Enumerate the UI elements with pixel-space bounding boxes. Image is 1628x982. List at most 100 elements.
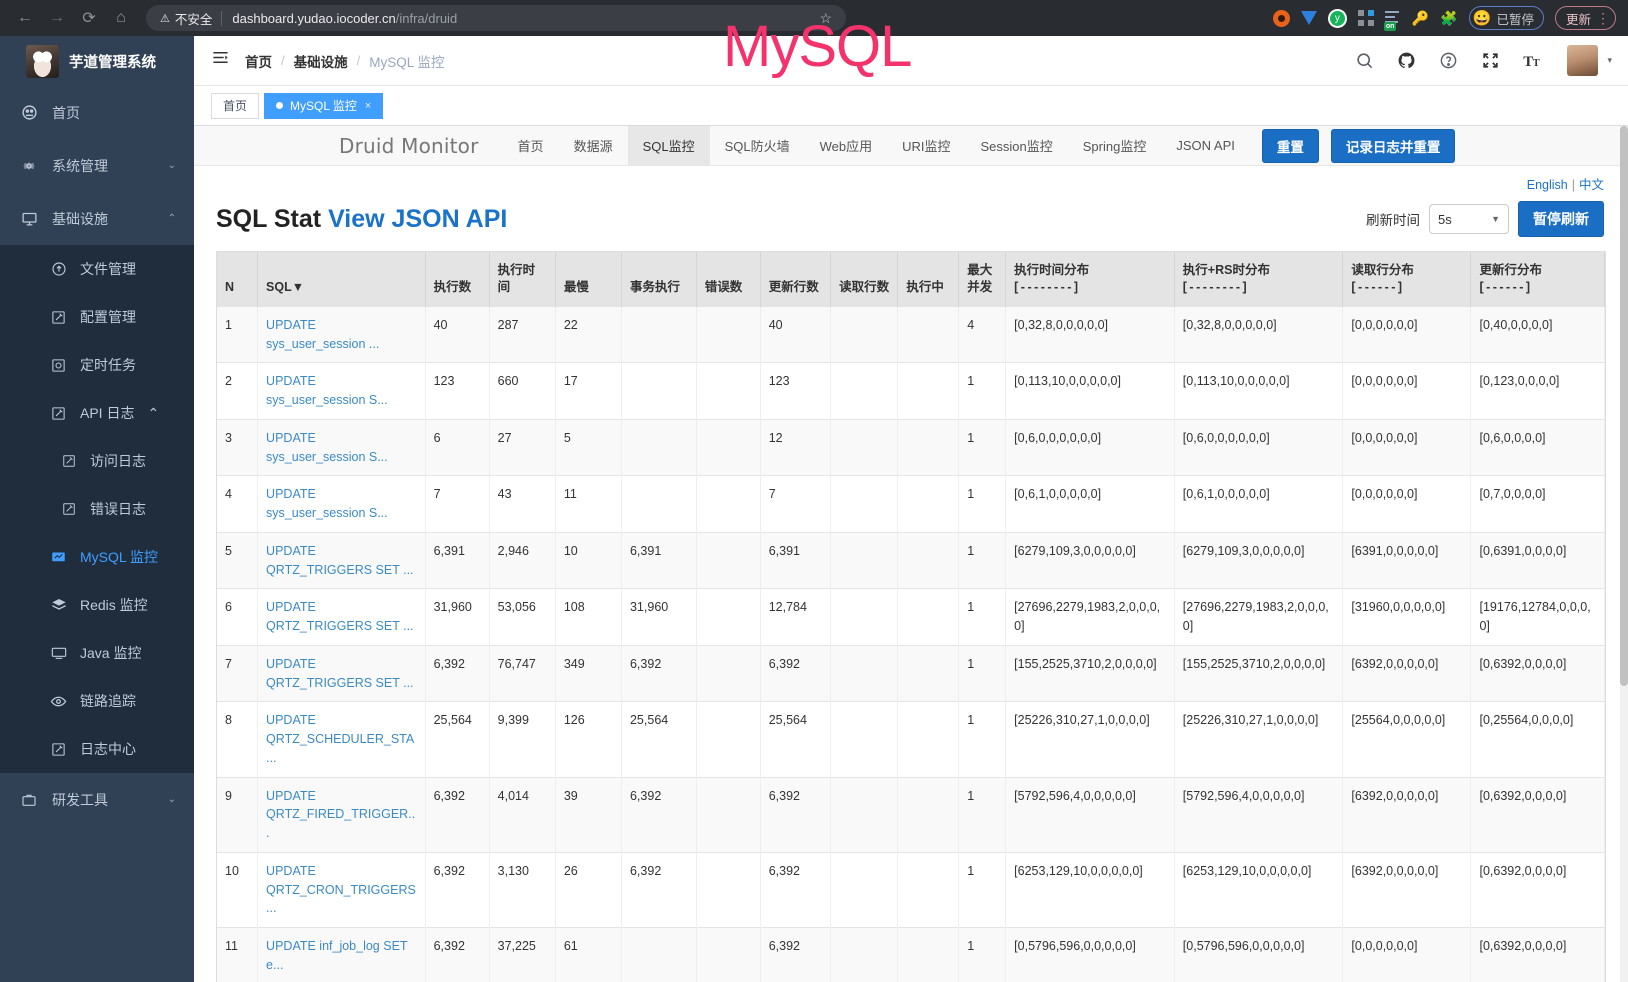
- sql-link[interactable]: UPDATE QRTZ_TRIGGERS SET ...: [266, 656, 414, 690]
- col-error-count[interactable]: 错误数: [696, 252, 761, 307]
- druid-nav-uri-monitor[interactable]: URI监控: [902, 139, 951, 154]
- col-exec-time-dist[interactable]: 执行时间分布 [ - - - - - - - - ]: [1005, 252, 1175, 307]
- sidebar-item-mysql-monitor[interactable]: MySQL 监控: [0, 533, 194, 581]
- sidebar-item-java-monitor[interactable]: Java 监控: [0, 629, 194, 677]
- extension-list-icon[interactable]: on: [1383, 10, 1401, 31]
- sidebar-item-log-center[interactable]: 日志中心: [0, 725, 194, 773]
- lang-chinese-link[interactable]: 中文: [1578, 178, 1604, 192]
- col-exec-count[interactable]: 执行数: [425, 252, 490, 307]
- fullscreen-icon[interactable]: [1481, 51, 1500, 70]
- page-scrollbar[interactable]: [1620, 126, 1628, 982]
- sidebar-item-trace[interactable]: 链路追踪: [0, 677, 194, 725]
- sql-link[interactable]: UPDATE QRTZ_CRON_TRIGGERS...: [266, 863, 416, 916]
- sidebar-item-api-log[interactable]: API 日志 ⌃: [0, 389, 194, 437]
- sidebar-item-infra[interactable]: 基础设施 ⌃: [0, 192, 194, 245]
- extensions-puzzle-icon[interactable]: 🧩: [1440, 9, 1458, 26]
- scrollbar-thumb[interactable]: [1620, 126, 1628, 686]
- cell-sql[interactable]: UPDATE QRTZ_SCHEDULER_STA...: [257, 701, 426, 777]
- col-n[interactable]: N: [217, 252, 259, 307]
- sidebar-item-scheduled-task[interactable]: 定时任务: [0, 341, 194, 389]
- chevron-down-icon[interactable]: ▾: [1607, 55, 1612, 65]
- view-json-api-link[interactable]: View JSON API: [328, 204, 508, 233]
- col-update-rows[interactable]: 更新行数: [760, 252, 832, 307]
- refresh-interval-select[interactable]: 5s ▼: [1429, 204, 1509, 234]
- github-icon[interactable]: [1397, 51, 1416, 70]
- col-running[interactable]: 执行中: [897, 252, 960, 307]
- sql-link[interactable]: UPDATE QRTZ_SCHEDULER_STA...: [266, 713, 415, 765]
- sql-link[interactable]: UPDATE QRTZ_TRIGGERS SET ...: [266, 543, 414, 577]
- kebab-menu-icon[interactable]: ⋮: [1596, 9, 1610, 26]
- lang-english-link[interactable]: English: [1526, 178, 1568, 192]
- col-exec-time[interactable]: 执行时间: [489, 252, 556, 307]
- druid-nav-web-app[interactable]: Web应用: [819, 139, 873, 154]
- sidebar-item-system[interactable]: 系统管理 ⌄: [0, 139, 194, 192]
- extension-orange-icon[interactable]: [1272, 9, 1290, 27]
- druid-nav-json-api[interactable]: JSON API: [1176, 138, 1235, 153]
- col-slowest[interactable]: 最慢: [555, 252, 622, 307]
- cell-sql[interactable]: UPDATE QRTZ_CRON_TRIGGERS...: [257, 851, 426, 928]
- back-arrow-icon[interactable]: ←: [17, 9, 33, 26]
- cell-sql[interactable]: UPDATE QRTZ_TRIGGERS SET ...: [257, 644, 426, 702]
- col-sql[interactable]: SQL▼: [257, 252, 426, 307]
- update-button[interactable]: 更新 ⋮: [1554, 6, 1616, 30]
- druid-nav-sql-firewall[interactable]: SQL防火墙: [724, 139, 790, 154]
- reload-icon[interactable]: ⟳: [82, 10, 96, 27]
- home-icon[interactable]: ⌂: [116, 9, 126, 26]
- druid-nav-home[interactable]: 首页: [517, 139, 544, 154]
- sidebar-item-redis-monitor[interactable]: Redis 监控: [0, 581, 194, 629]
- sql-link[interactable]: UPDATE sys_user_session ...: [266, 317, 380, 351]
- help-circle-icon[interactable]: [1439, 51, 1458, 70]
- sidebar-item-access-log[interactable]: 访问日志: [0, 437, 194, 485]
- cell-sql[interactable]: UPDATE sys_user_session S...: [257, 362, 426, 420]
- extension-grid-icon[interactable]: [1357, 10, 1374, 26]
- view-tab-home[interactable]: 首页: [211, 92, 260, 119]
- extension-diamond-icon[interactable]: [1300, 11, 1317, 25]
- extension-key-icon[interactable]: 🔑: [1411, 9, 1430, 26]
- address-bar[interactable]: ⚠ 不安全 dashboard.yudao.iocoder.cn/infra/d…: [146, 5, 846, 31]
- col-read-rows[interactable]: 读取行数: [830, 252, 899, 307]
- view-tab-mysql-monitor[interactable]: MySQL 监控 ×: [264, 92, 384, 119]
- forward-arrow-icon[interactable]: →: [49, 9, 65, 26]
- druid-nav-sql-monitor[interactable]: SQL监控: [627, 126, 710, 165]
- sql-link[interactable]: UPDATE sys_user_session S...: [266, 430, 388, 464]
- sql-link[interactable]: UPDATE inf_job_log SET e...: [266, 939, 408, 972]
- breadcrumb-item-0[interactable]: 首页: [245, 54, 272, 70]
- col-max-concurrent[interactable]: 最大并发: [958, 252, 1007, 307]
- reset-button[interactable]: 重置: [1261, 128, 1319, 163]
- star-icon[interactable]: ☆: [819, 9, 832, 26]
- sidebar-item-config-manage[interactable]: 配置管理: [0, 293, 194, 341]
- cell-sql[interactable]: UPDATE QRTZ_TRIGGERS SET ...: [257, 588, 426, 646]
- sidebar-item-error-log[interactable]: 错误日志: [0, 485, 194, 533]
- cell-sql[interactable]: UPDATE QRTZ_FIRED_TRIGGER...: [257, 776, 426, 853]
- col-tx-exec[interactable]: 事务执行: [621, 252, 697, 307]
- sql-link[interactable]: UPDATE QRTZ_TRIGGERS SET ...: [266, 600, 414, 633]
- pause-refresh-button[interactable]: 暂停刷新: [1518, 201, 1604, 237]
- druid-nav-spring-monitor[interactable]: Spring监控: [1082, 139, 1147, 154]
- cell-sql[interactable]: UPDATE sys_user_session S...: [257, 418, 426, 476]
- sidebar-item-home[interactable]: 首页: [0, 86, 194, 139]
- sidebar-logo[interactable]: 芋道管理系统: [0, 36, 194, 86]
- cell-sql[interactable]: UPDATE sys_user_session ...: [257, 305, 426, 363]
- avatar[interactable]: [1567, 45, 1599, 76]
- extension-youdao-icon[interactable]: y: [1327, 8, 1347, 28]
- druid-nav-datasource[interactable]: 数据源: [573, 139, 613, 154]
- close-icon[interactable]: ×: [364, 99, 372, 112]
- col-exec-rs-dist[interactable]: 执行+RS时分布 [ - - - - - - - - ]: [1174, 252, 1344, 307]
- sql-link[interactable]: UPDATE sys_user_session S...: [266, 487, 388, 520]
- cell-sql[interactable]: UPDATE QRTZ_TRIGGERS SET ...: [257, 531, 426, 589]
- hamburger-icon[interactable]: [211, 48, 230, 73]
- breadcrumb-item-1[interactable]: 基础设施: [293, 54, 348, 70]
- log-and-reset-button[interactable]: 记录日志并重置: [1330, 128, 1456, 163]
- druid-nav-session-monitor[interactable]: Session监控: [980, 139, 1053, 154]
- sidebar-item-file-manage[interactable]: 文件管理: [0, 245, 194, 293]
- cell-sql[interactable]: UPDATE inf_job_log SET e...: [257, 927, 426, 982]
- sql-link[interactable]: UPDATE QRTZ_FIRED_TRIGGER...: [266, 788, 416, 841]
- cell-sql[interactable]: UPDATE sys_user_session S...: [257, 475, 426, 533]
- sidebar-item-dev-tools[interactable]: 研发工具 ⌄: [0, 773, 194, 826]
- col-update-rows-dist[interactable]: 更新行分布 [ - - - - - - ]: [1470, 252, 1605, 307]
- search-icon[interactable]: [1355, 51, 1374, 70]
- col-read-rows-dist[interactable]: 读取行分布 [ - - - - - - ]: [1342, 252, 1472, 307]
- profile-paused-pill[interactable]: 😀 已暂停: [1468, 6, 1544, 30]
- sql-link[interactable]: UPDATE sys_user_session S...: [266, 374, 388, 407]
